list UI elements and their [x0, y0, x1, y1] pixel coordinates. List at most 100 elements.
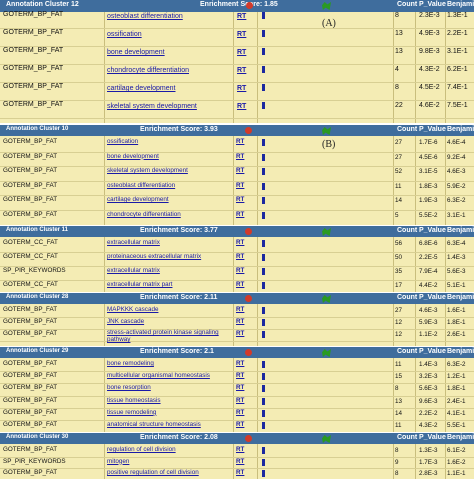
- related-terms-link[interactable]: RT: [236, 211, 245, 218]
- gene-list-bar-icon[interactable]: [262, 12, 265, 19]
- related-terms-link[interactable]: RT: [236, 446, 245, 453]
- related-terms-link[interactable]: RT: [237, 103, 247, 110]
- functional-annotation-chart-icon[interactable]: [245, 228, 252, 235]
- 2d-heatmap-icon[interactable]: [322, 228, 331, 236]
- term-link[interactable]: osteoblast differentiation: [107, 181, 176, 189]
- term-link[interactable]: mitogen: [107, 457, 130, 465]
- gene-list-bar-icon[interactable]: [262, 447, 265, 454]
- gene-list-bar-icon[interactable]: [262, 66, 265, 73]
- gene-list-bar-icon[interactable]: [262, 168, 265, 176]
- term-link[interactable]: cartilage development: [107, 85, 176, 92]
- 2d-heatmap-icon[interactable]: [322, 2, 331, 10]
- related-terms-link[interactable]: RT: [237, 85, 247, 92]
- term-link[interactable]: skeletal system development: [107, 103, 197, 110]
- gene-list-bar-icon[interactable]: [262, 331, 265, 338]
- term-link[interactable]: bone development: [107, 152, 159, 160]
- related-terms-link[interactable]: RT: [236, 306, 245, 313]
- related-terms-link[interactable]: RT: [236, 138, 245, 145]
- related-terms-link[interactable]: RT: [236, 267, 245, 274]
- gene-list-bar-icon[interactable]: [262, 268, 265, 275]
- related-terms-link[interactable]: RT: [236, 330, 245, 337]
- term-link[interactable]: skeletal system development: [107, 167, 188, 175]
- gene-list-bar-icon[interactable]: [262, 254, 265, 261]
- term-link[interactable]: extracellular matrix part: [107, 281, 173, 288]
- related-terms-link[interactable]: RT: [236, 384, 245, 392]
- related-terms-link[interactable]: RT: [236, 239, 245, 246]
- term-link[interactable]: tissue homeostasis: [107, 396, 161, 404]
- term-link[interactable]: bone resorption: [107, 384, 151, 392]
- term-link[interactable]: osteoblast differentiation: [107, 13, 183, 20]
- benjamini-value: 2.2E-1: [447, 30, 468, 37]
- related-terms-link[interactable]: RT: [236, 360, 245, 367]
- gene-list-bar-icon[interactable]: [262, 385, 265, 393]
- 2d-heatmap-icon[interactable]: [322, 349, 331, 357]
- term-link[interactable]: ossification: [107, 138, 139, 145]
- gene-list-bar-icon[interactable]: [262, 470, 265, 477]
- term-link[interactable]: JNK cascade: [107, 318, 145, 325]
- related-terms-link[interactable]: RT: [236, 281, 245, 288]
- term-link[interactable]: multicellular organismal homeostasis: [107, 372, 210, 380]
- related-terms-link[interactable]: RT: [236, 421, 245, 428]
- gene-list-bar-icon[interactable]: [262, 307, 265, 314]
- related-terms-link[interactable]: RT: [237, 31, 247, 38]
- term-link[interactable]: regulation of cell division: [107, 446, 176, 453]
- functional-annotation-chart-icon[interactable]: [245, 349, 252, 356]
- term-link[interactable]: extracellular matrix: [107, 239, 160, 246]
- related-terms-link[interactable]: RT: [236, 152, 245, 160]
- column-separator: [445, 433, 446, 479]
- related-terms-link[interactable]: RT: [236, 318, 245, 325]
- term-link[interactable]: MAPKKK cascade: [107, 306, 159, 313]
- related-terms-link[interactable]: RT: [236, 196, 245, 204]
- gene-list-bar-icon[interactable]: [262, 373, 265, 381]
- functional-annotation-chart-icon[interactable]: [246, 2, 253, 9]
- term-link[interactable]: stress-activated protein kinase signalin…: [107, 329, 219, 343]
- term-link[interactable]: chondrocyte differentiation: [107, 67, 189, 74]
- gene-list-bar-icon[interactable]: [262, 197, 265, 205]
- related-terms-link[interactable]: RT: [237, 67, 247, 74]
- functional-annotation-chart-icon[interactable]: [245, 295, 252, 302]
- related-terms-link[interactable]: RT: [236, 181, 245, 189]
- term-link[interactable]: tissue remodeling: [107, 408, 157, 416]
- related-terms-link[interactable]: RT: [236, 167, 245, 175]
- gene-list-bar-icon[interactable]: [262, 84, 265, 91]
- term-link[interactable]: anatomical structure homeostasis: [107, 421, 201, 428]
- gene-list-bar-icon[interactable]: [262, 319, 265, 326]
- term-link[interactable]: bone remodeling: [107, 360, 154, 367]
- functional-annotation-chart-icon[interactable]: [245, 435, 252, 442]
- gene-list-bar-icon[interactable]: [262, 30, 265, 37]
- gene-list-bar-icon[interactable]: [262, 458, 265, 466]
- annotation-cluster-panel: Annotation Cluster 10 Enrichment Score: 3…: [0, 125, 474, 225]
- gene-list-bar-icon[interactable]: [262, 48, 265, 55]
- gene-list-bar-icon[interactable]: [262, 409, 265, 417]
- gene-list-bar-icon[interactable]: [262, 361, 265, 368]
- gene-list-bar-icon[interactable]: [262, 102, 265, 109]
- related-terms-link[interactable]: RT: [236, 372, 245, 380]
- related-terms-link[interactable]: RT: [236, 253, 245, 260]
- related-terms-link[interactable]: RT: [236, 408, 245, 416]
- gene-list-bar-icon[interactable]: [262, 240, 265, 247]
- term-link[interactable]: proteinaceous extracellular matrix: [107, 253, 202, 260]
- gene-list-bar-icon[interactable]: [262, 182, 265, 190]
- related-terms-link[interactable]: RT: [237, 13, 247, 20]
- gene-list-bar-icon[interactable]: [262, 282, 265, 289]
- related-terms-link[interactable]: RT: [237, 49, 247, 56]
- gene-list-bar-icon[interactable]: [262, 397, 265, 405]
- functional-annotation-chart-icon[interactable]: [245, 127, 252, 134]
- related-terms-link[interactable]: RT: [236, 457, 245, 465]
- related-terms-link[interactable]: RT: [236, 469, 245, 476]
- term-link[interactable]: ossification: [107, 31, 142, 38]
- term-link[interactable]: positive regulation of cell division: [107, 469, 199, 476]
- gene-list-bar-icon[interactable]: [262, 139, 265, 146]
- term-link[interactable]: bone development: [107, 49, 165, 56]
- related-terms-link[interactable]: RT: [236, 396, 245, 404]
- term-link[interactable]: extracellular matrix: [107, 267, 160, 274]
- 2d-heatmap-icon[interactable]: [322, 435, 331, 443]
- category-label: GOTERM_BP_FAT: [3, 396, 58, 404]
- 2d-heatmap-icon[interactable]: [322, 295, 331, 303]
- gene-list-bar-icon[interactable]: [262, 153, 265, 161]
- term-link[interactable]: chondrocyte differentiation: [107, 211, 181, 218]
- 2d-heatmap-icon[interactable]: [322, 127, 331, 135]
- gene-list-bar-icon[interactable]: [262, 422, 265, 429]
- gene-list-bar-icon[interactable]: [262, 212, 265, 219]
- term-link[interactable]: cartilage development: [107, 196, 169, 204]
